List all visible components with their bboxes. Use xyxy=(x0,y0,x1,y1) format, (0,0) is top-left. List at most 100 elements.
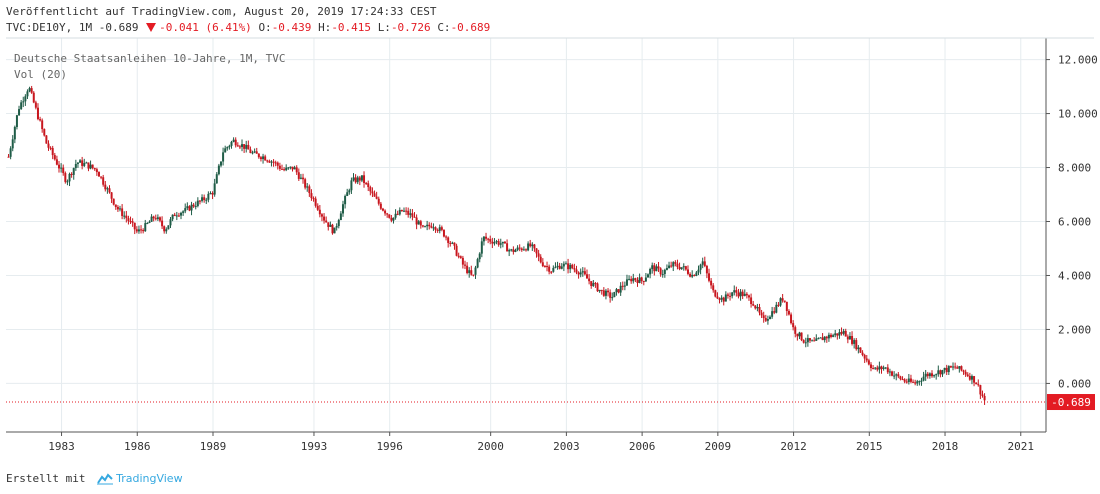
candle-body xyxy=(472,274,475,276)
close-value: -0.689 xyxy=(450,21,491,34)
candle-body xyxy=(302,177,305,180)
candle-body xyxy=(543,266,546,268)
candle-body xyxy=(390,217,393,221)
candle-body xyxy=(609,292,612,298)
candle-body xyxy=(323,216,326,221)
candle-body xyxy=(922,376,925,381)
candle-body xyxy=(930,373,933,377)
candle-body xyxy=(933,375,936,377)
candle-body xyxy=(567,263,570,270)
candle-body xyxy=(156,217,159,220)
candle-body xyxy=(135,229,138,232)
candle-body xyxy=(415,217,418,225)
candle-body xyxy=(983,395,986,401)
candle-body xyxy=(710,280,713,286)
candle-body xyxy=(952,366,955,368)
candle-body xyxy=(649,268,652,275)
candle-body xyxy=(760,312,763,316)
candle-body xyxy=(177,215,180,217)
candle-body xyxy=(771,311,774,317)
candle-body xyxy=(745,293,748,296)
candle-body xyxy=(104,184,107,190)
candle-body xyxy=(672,262,675,267)
footer-text: Erstellt mit xyxy=(6,472,86,485)
candle-body xyxy=(83,163,86,166)
candle-body xyxy=(623,285,626,287)
candle-body xyxy=(335,226,338,228)
candle-body xyxy=(697,269,700,273)
candle-body xyxy=(262,156,265,160)
candle-body xyxy=(257,153,260,158)
candle-body xyxy=(615,289,618,293)
candle-body xyxy=(783,300,786,302)
candle-body xyxy=(731,292,734,297)
x-tick-label: 2003 xyxy=(553,440,580,453)
candle-body xyxy=(674,262,677,264)
candle-body xyxy=(325,220,328,223)
candle-body xyxy=(367,183,370,188)
candle-body xyxy=(381,208,384,211)
candle-body xyxy=(219,161,222,166)
candle-body xyxy=(813,340,816,342)
high-value: -0.415 xyxy=(331,21,372,34)
candle-body xyxy=(525,249,527,251)
footer-brand[interactable]: TradingView xyxy=(116,472,183,485)
candle-body xyxy=(363,175,366,183)
candle-body xyxy=(112,198,115,205)
candle-body xyxy=(508,250,511,252)
candle-body xyxy=(682,266,685,268)
high-label: H: xyxy=(318,21,332,34)
candle-body xyxy=(7,156,10,158)
last-price-tag-bg xyxy=(1047,394,1095,411)
candle-body xyxy=(18,109,21,116)
x-tick-label: 2000 xyxy=(477,440,504,453)
candle-body xyxy=(693,274,696,276)
candle-body xyxy=(116,206,119,210)
candle-body xyxy=(848,336,851,340)
candle-body xyxy=(514,250,517,252)
candle-body xyxy=(575,269,578,273)
candle-body xyxy=(769,316,772,320)
candle-body xyxy=(127,218,130,222)
candle-body xyxy=(470,270,473,275)
candle-body xyxy=(800,332,803,341)
candle-body xyxy=(22,101,25,103)
candle-body xyxy=(291,166,294,170)
candle-body xyxy=(638,277,641,283)
candle-body xyxy=(680,267,683,270)
candle-body xyxy=(280,168,283,170)
candle-body xyxy=(550,271,553,273)
candle-body xyxy=(310,193,313,199)
candle-body xyxy=(167,225,170,230)
candle-body xyxy=(916,381,919,384)
candle-body xyxy=(171,214,174,220)
low-value: -0.726 xyxy=(390,21,431,34)
candle-body xyxy=(270,161,273,163)
candle-body xyxy=(49,147,52,149)
candle-body xyxy=(152,216,155,219)
candle-body xyxy=(371,191,374,194)
candle-body xyxy=(819,337,822,339)
candle-body xyxy=(226,147,229,149)
candle-body xyxy=(689,273,692,277)
candle-body xyxy=(234,139,237,146)
candle-body xyxy=(775,304,778,313)
candle-body xyxy=(346,192,349,196)
candle-body xyxy=(619,285,622,293)
candle-body xyxy=(655,266,658,272)
candle-body xyxy=(533,244,536,249)
candle-body xyxy=(411,213,414,217)
candle-body xyxy=(97,172,100,177)
candle-body xyxy=(729,295,732,297)
candle-body xyxy=(79,160,82,163)
candle-body xyxy=(144,223,147,232)
candle-body xyxy=(895,374,898,376)
candle-body xyxy=(838,332,841,336)
candle-body xyxy=(590,281,593,286)
chart-axes xyxy=(6,37,1094,433)
symbol-label: TVC:DE10Y, 1M xyxy=(6,21,93,34)
candle-body xyxy=(384,210,387,214)
candle-body xyxy=(442,229,445,237)
candle-body xyxy=(409,213,412,215)
